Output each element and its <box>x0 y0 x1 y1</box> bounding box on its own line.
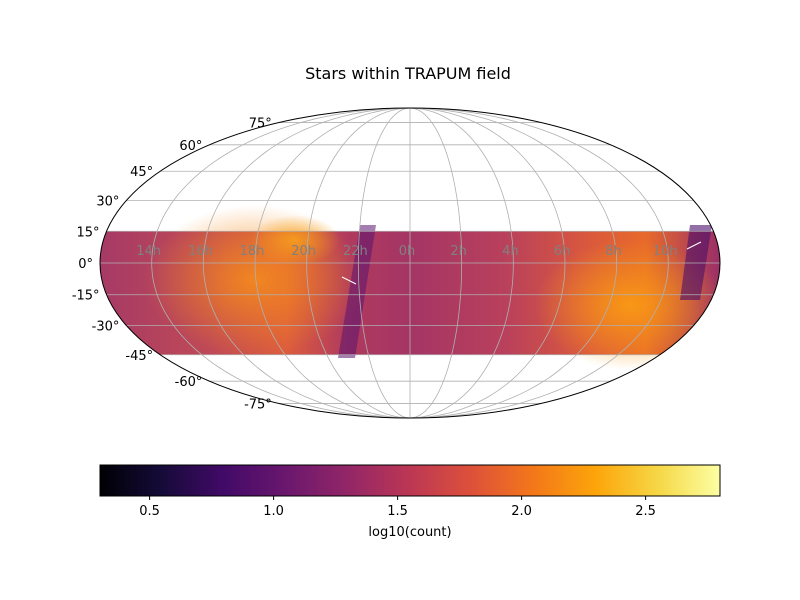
dec-tick-label: -45° <box>125 349 153 364</box>
sky-map <box>100 108 720 418</box>
ra-tick-label: 10h <box>653 244 678 259</box>
colorbar-tick-label: 2.0 <box>511 504 532 519</box>
density-glow-galactic-right <box>535 240 720 370</box>
dec-tick-label: 75° <box>249 117 272 132</box>
ra-tick-label: 8h <box>605 244 622 259</box>
colorbar: 0.5 1.0 1.5 2.0 2.5 log10(count) <box>99 464 721 540</box>
ra-tick-label: 0h <box>399 244 416 259</box>
colorbar-gradient <box>99 464 721 497</box>
colorbar-label: log10(count) <box>368 525 451 540</box>
dec-tick-label: -30° <box>92 320 120 335</box>
dec-tick-label: -15° <box>72 289 100 304</box>
ra-tick-label: 16h <box>188 244 213 259</box>
coordinate-grid <box>100 108 720 418</box>
dec-tick-label: 45° <box>130 165 153 180</box>
dec-tick-labels: 75° 60° 45° 30° 15° 0° -15° -30° -45° -60° -75° <box>72 117 272 413</box>
chart-title: Stars within TRAPUM field <box>305 64 511 83</box>
colorbar-tick-label: 1.5 <box>387 504 408 519</box>
ra-tick-label: 22h <box>343 244 368 259</box>
dec-tick-label: -75° <box>244 397 272 412</box>
colorbar-tick-label: 1.0 <box>263 504 284 519</box>
density-glow-galactic-top <box>250 215 340 265</box>
ra-tick-label: 20h <box>291 244 316 259</box>
dark-scan-strip <box>338 225 376 358</box>
artifact-mark <box>341 276 357 285</box>
ra-tick-label: 6h <box>554 244 571 259</box>
dec-tick-label: -60° <box>175 375 203 390</box>
survey-coverage-band <box>100 205 720 370</box>
dec-tick-label: 0° <box>78 257 93 272</box>
dec-tick-label: 60° <box>179 139 202 154</box>
map-outline <box>99 107 721 419</box>
ra-tick-label: 18h <box>240 244 265 259</box>
ra-tick-label: 4h <box>502 244 519 259</box>
ra-tick-label: 14h <box>136 244 161 259</box>
ra-tick-label: 2h <box>450 244 467 259</box>
colorbar-ticks: 0.5 1.0 1.5 2.0 2.5 <box>139 496 656 519</box>
dark-scan-strip <box>680 225 712 300</box>
dec-tick-label: 15° <box>77 225 100 240</box>
artifact-mark <box>686 241 702 250</box>
dec-tick-label: 30° <box>96 194 119 209</box>
colorbar-tick-label: 0.5 <box>139 504 160 519</box>
colorbar-tick-label: 2.5 <box>635 504 656 519</box>
ra-tick-labels: 14h 16h 18h 20h 22h 0h 2h 4h 6h 8h 10h <box>136 244 677 259</box>
